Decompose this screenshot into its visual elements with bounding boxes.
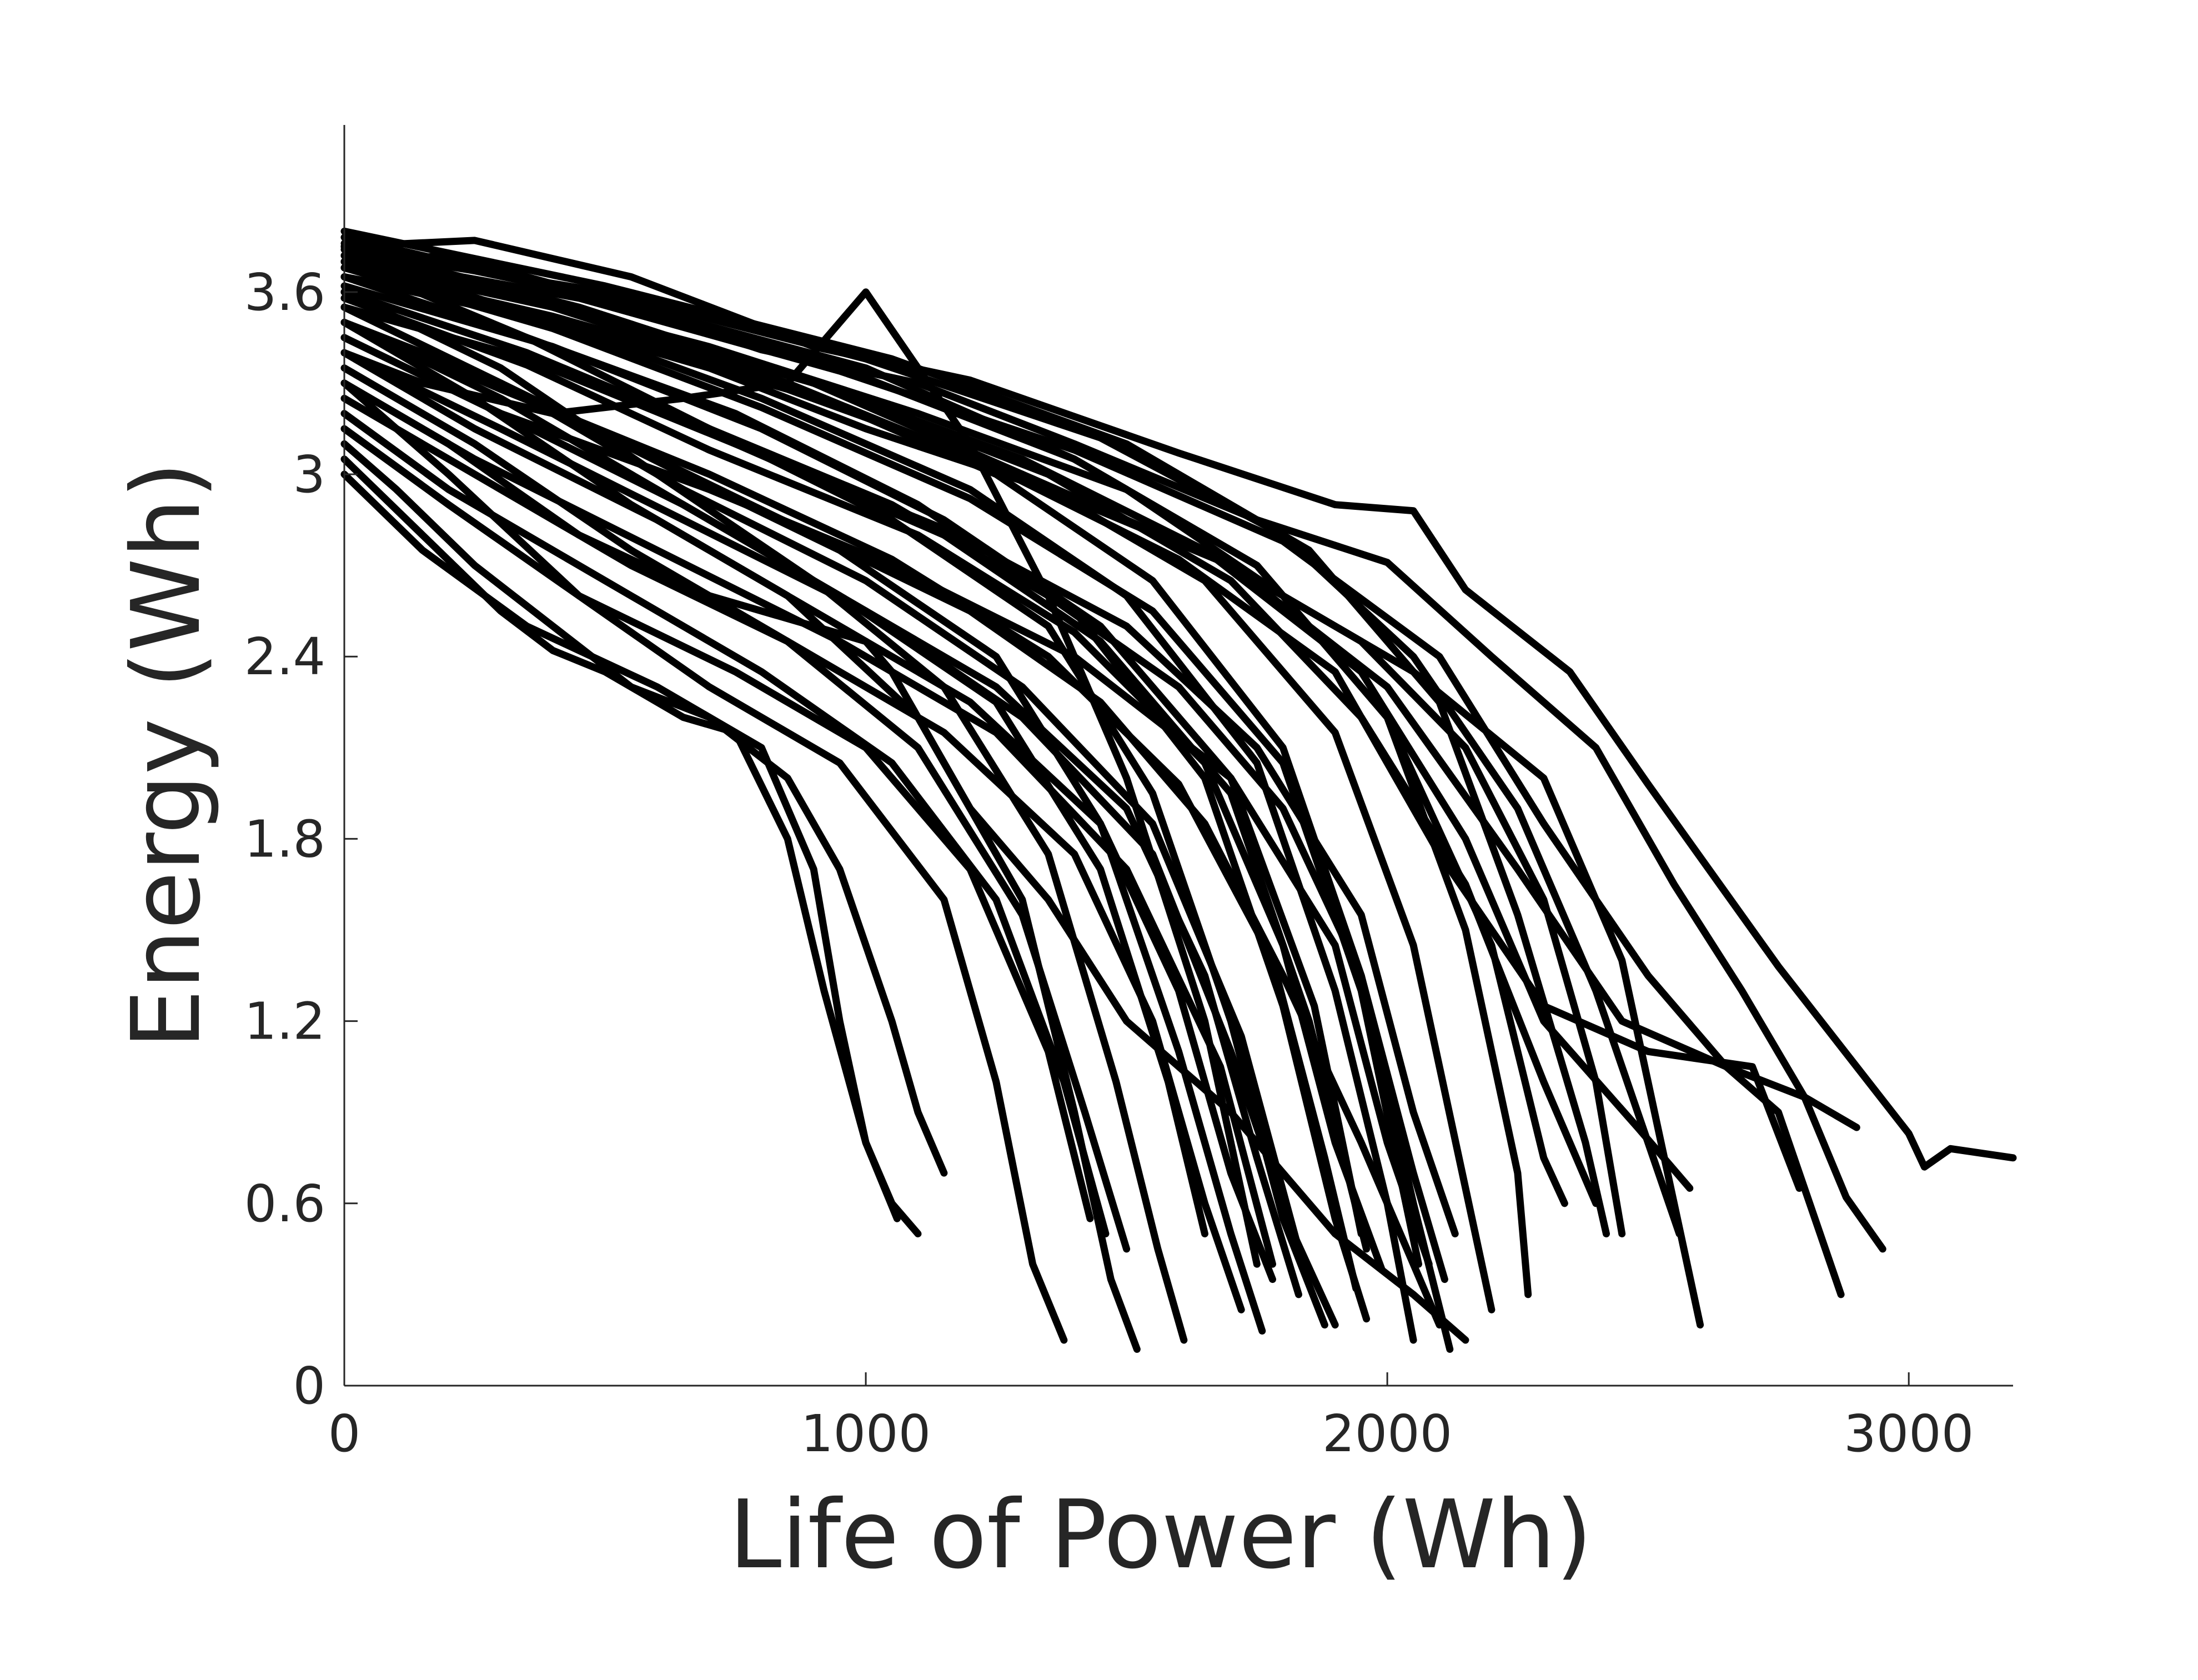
x-tick-label: 3000 bbox=[1844, 1404, 1974, 1463]
y-tick-label: 0.6 bbox=[244, 1174, 325, 1233]
series-line-6 bbox=[340, 455, 901, 1222]
series-line-45 bbox=[340, 294, 1386, 1274]
series-lines bbox=[340, 227, 2017, 1353]
series-line-30 bbox=[340, 252, 1860, 1131]
series-line-41 bbox=[340, 334, 1302, 1298]
y-tick-label: 3 bbox=[293, 445, 325, 504]
series-line-32 bbox=[340, 264, 1803, 1192]
series-line-42 bbox=[340, 425, 1094, 1222]
y-tick-label: 1.8 bbox=[244, 809, 325, 869]
series-line-28 bbox=[340, 227, 1610, 1237]
y-tick-label: 3.6 bbox=[244, 263, 325, 322]
series-line-29 bbox=[340, 258, 1694, 1192]
series-line-31 bbox=[340, 273, 1845, 1298]
series-line-36 bbox=[340, 288, 1448, 1283]
series-line-17 bbox=[340, 364, 1131, 1253]
y-axis-title: Energy (Wh) bbox=[112, 462, 222, 1049]
series-line-1 bbox=[340, 237, 2017, 1171]
x-tick-label: 1000 bbox=[801, 1404, 931, 1463]
x-tick-label: 0 bbox=[328, 1404, 361, 1463]
series-line-27 bbox=[340, 239, 1568, 1207]
series-line-43 bbox=[340, 245, 1683, 1237]
y-ticks: 0 0.6 1.2 1.8 2.4 3 3.6 bbox=[244, 263, 358, 1416]
y-tick-label: 0 bbox=[293, 1356, 325, 1416]
series-line-44 bbox=[340, 349, 1276, 1283]
series-line-7 bbox=[340, 440, 948, 1177]
x-axis-title: Life of Power (Wh) bbox=[729, 1480, 1593, 1590]
series-line-46 bbox=[340, 319, 1360, 1292]
series-line-40 bbox=[340, 258, 1600, 1207]
series-line-16 bbox=[340, 349, 1339, 1329]
series-line-38 bbox=[340, 410, 1110, 1237]
series-line-37 bbox=[340, 394, 1245, 1313]
y-tick-label: 1.2 bbox=[244, 992, 325, 1051]
x-tick-label: 2000 bbox=[1322, 1404, 1452, 1463]
x-ticks: 0 1000 2000 3000 bbox=[328, 1372, 1974, 1463]
axes bbox=[343, 125, 2013, 1387]
y-tick-label: 2.4 bbox=[244, 627, 325, 686]
series-line-39 bbox=[340, 303, 1459, 1237]
